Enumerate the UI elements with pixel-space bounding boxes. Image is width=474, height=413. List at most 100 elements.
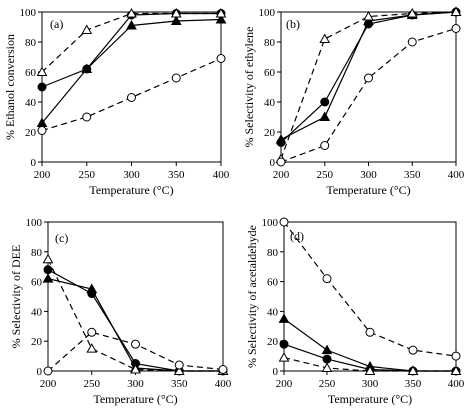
x-tick-label: 350 [404, 169, 421, 181]
series-3 [43, 327, 228, 376]
data-point [279, 217, 289, 227]
chart-panel-2: 200 250 300 350 400 0 20 40 60 80 100 Temperature (… [9, 217, 232, 406]
y-tick-label: 20 [267, 336, 279, 348]
data-point [364, 365, 376, 375]
data-point [218, 365, 228, 375]
x-axis-label: Temperature (°C) [89, 183, 173, 197]
x-tick-label: 350 [168, 169, 185, 181]
x-tick-label: 350 [405, 378, 422, 390]
data-point [363, 10, 374, 21]
x-tick-label: 350 [171, 378, 188, 390]
chart-panel-3: 200 250 300 350 400 0 20 40 60 80 100 Temperature (… [245, 217, 465, 406]
x-tick-label: 250 [84, 378, 101, 390]
y-tick-label: 0 [273, 366, 279, 378]
y-axis-label: % Ethanol conversion [3, 34, 17, 140]
x-tick-label: 250 [317, 169, 334, 181]
data-point [216, 54, 226, 63]
series-1 [36, 13, 227, 127]
x-tick-label: 200 [40, 378, 57, 390]
data-point [215, 13, 227, 24]
y-tick-label: 20 [25, 127, 37, 139]
y-tick-label: 80 [25, 37, 37, 49]
data-point [278, 313, 290, 323]
y-axis-label: % Selectivity of ethylene [242, 27, 256, 148]
series-2 [36, 7, 227, 76]
x-axis-label: Temperature (°C) [328, 392, 412, 406]
x-axis-label: Temperature (°C) [93, 392, 177, 406]
x-tick-label: 400 [213, 169, 230, 181]
data-point [275, 133, 287, 144]
data-point [451, 351, 461, 361]
data-point [174, 360, 184, 370]
data-point [170, 7, 182, 18]
data-point [450, 6, 462, 16]
data-point [321, 362, 333, 373]
x-tick-label: 250 [319, 378, 336, 390]
data-point [279, 339, 289, 349]
series-line [283, 221, 457, 357]
x-tick-label: 400 [448, 378, 465, 390]
x-tick-label: 200 [276, 378, 293, 390]
y-axis-label: % Selectivity of acetaldehyde [245, 225, 259, 368]
y-tick-label: 60 [264, 67, 276, 79]
data-point [451, 24, 461, 33]
y-tick-label: 40 [25, 97, 37, 109]
data-point [81, 63, 93, 73]
data-point [321, 344, 333, 355]
y-tick-label: 20 [31, 336, 43, 348]
plot-frame [283, 221, 457, 372]
y-tick-label: 100 [20, 7, 37, 19]
y-tick-label: 0 [37, 366, 43, 378]
y-tick-label: 60 [25, 67, 37, 79]
data-point [319, 111, 331, 121]
y-tick-label: 40 [267, 306, 279, 318]
chart-panel-1: 200 250 300 350 400 0 20 40 60 80 100 Temperature (… [242, 6, 465, 197]
panel-label: (a) [50, 17, 63, 31]
y-tick-label: 0 [31, 157, 37, 169]
panel-label: (b) [286, 17, 300, 31]
series-3 [276, 24, 461, 167]
data-point [81, 24, 93, 34]
series-2 [278, 352, 462, 375]
data-point [37, 82, 47, 92]
x-axis-label: Temperature (°C) [326, 183, 410, 197]
y-tick-label: 40 [31, 306, 43, 318]
data-point [173, 365, 185, 375]
data-point [322, 354, 332, 364]
series-line [280, 11, 457, 160]
data-point [319, 33, 331, 43]
data-point [170, 15, 182, 25]
x-tick-label: 300 [127, 378, 144, 390]
x-tick-label: 200 [34, 169, 51, 181]
series-line [283, 357, 456, 372]
x-tick-label: 400 [448, 169, 465, 181]
x-tick-label: 200 [273, 169, 290, 181]
y-tick-label: 80 [31, 247, 43, 259]
series-line [47, 258, 223, 372]
y-tick-label: 20 [264, 127, 276, 139]
data-point [215, 7, 227, 18]
y-tick-label: 80 [264, 37, 276, 49]
data-point [278, 352, 290, 362]
data-point [86, 343, 98, 353]
series-0 [43, 265, 228, 376]
x-tick-label: 400 [215, 378, 232, 390]
x-tick-label: 250 [79, 169, 96, 181]
data-point [43, 366, 53, 376]
data-point [126, 19, 137, 30]
y-tick-label: 60 [31, 277, 43, 289]
data-point [364, 73, 373, 83]
data-point [408, 345, 418, 355]
series-line [47, 278, 223, 372]
data-point [406, 7, 418, 18]
series-2 [42, 253, 229, 375]
panel-label: (d) [290, 229, 304, 243]
y-tick-label: 100 [26, 217, 43, 229]
data-point [127, 93, 136, 102]
data-point [130, 363, 141, 374]
data-point [42, 273, 54, 283]
data-point [407, 365, 419, 375]
data-point [82, 112, 92, 122]
y-tick-label: 40 [264, 97, 276, 109]
